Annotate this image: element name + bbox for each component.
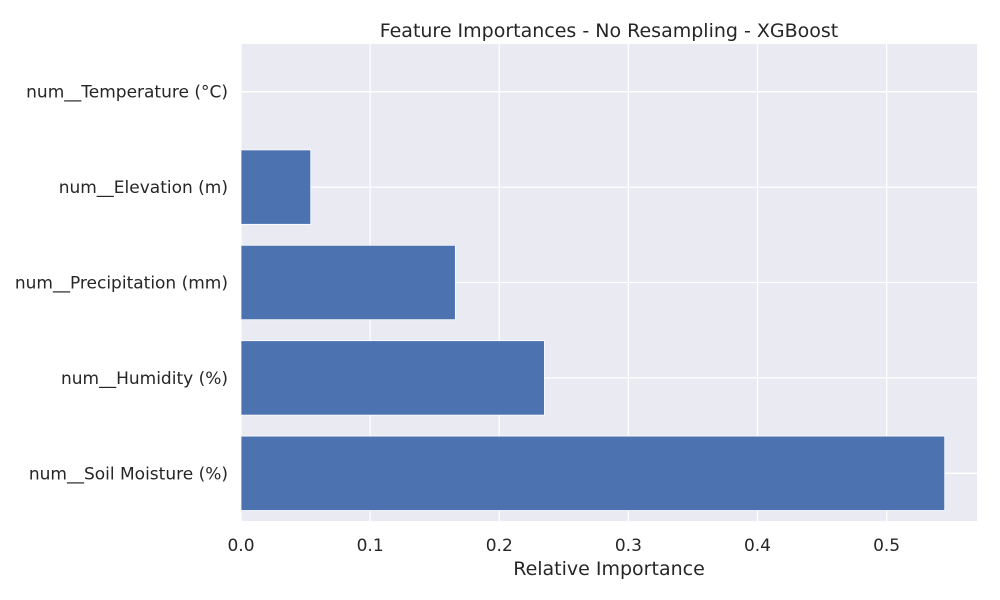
y-tick-label: num__Precipitation (mm)	[15, 274, 228, 294]
x-tick-label: 0.0	[227, 536, 254, 556]
y-tick-label: num__Humidity (%)	[61, 369, 228, 389]
bar	[240, 244, 456, 321]
x-tick-label: 0.4	[744, 536, 771, 556]
y-tick-label: num__Soil Moisture (%)	[29, 464, 228, 484]
bar	[240, 340, 545, 416]
x-axis-ticks: 0.0 0.1 0.2 0.3 0.4 0.5	[227, 536, 900, 556]
x-tick-label: 0.2	[486, 536, 513, 556]
chart-title: Feature Importances - No Resampling - XG…	[380, 20, 839, 42]
bars	[240, 149, 946, 511]
bar	[240, 435, 946, 511]
y-tick-label: num__Temperature (°C)	[26, 83, 228, 103]
x-tick-label: 0.3	[615, 536, 642, 556]
y-axis-ticks: num__Soil Moisture (%) num__Humidity (%) n…	[15, 83, 228, 485]
y-tick-label: num__Elevation (m)	[59, 178, 228, 198]
bar	[240, 149, 312, 225]
x-tick-label: 0.1	[357, 536, 384, 556]
x-tick-label: 0.5	[873, 536, 900, 556]
x-axis-label: Relative Importance	[513, 558, 705, 580]
